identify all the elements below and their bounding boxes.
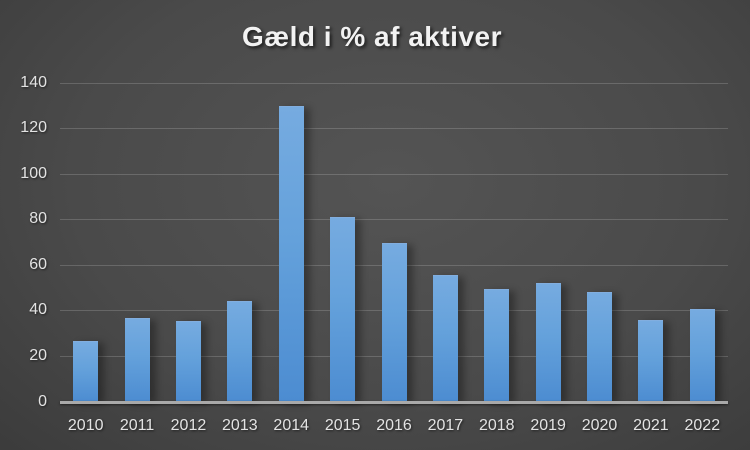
gridline-80 xyxy=(60,219,728,221)
bar-2021 xyxy=(638,319,664,403)
gridline-120 xyxy=(60,128,728,130)
bar-2019 xyxy=(535,283,561,403)
bar-2015 xyxy=(330,216,356,403)
x-axis-label: 2018 xyxy=(478,417,515,434)
bar-2012 xyxy=(175,320,201,403)
bar-2013 xyxy=(227,300,253,403)
bar-2010 xyxy=(73,341,99,403)
x-axis-label: 2015 xyxy=(324,417,361,434)
chart-title: Gæld i % af aktiver xyxy=(241,21,503,52)
y-axis-tick-label: 60 xyxy=(29,255,47,273)
bar-2022 xyxy=(689,309,715,403)
x-axis-label: 2021 xyxy=(633,417,669,434)
x-axis-label: 2014 xyxy=(273,417,310,434)
bar-2018 xyxy=(484,289,510,403)
x-axis-label: 2022 xyxy=(684,417,721,434)
x-axis-label: 2010 xyxy=(67,417,104,434)
x-axis-label: 2013 xyxy=(222,417,258,434)
y-axis-tick-label: 100 xyxy=(20,164,47,182)
x-axis-label: 2017 xyxy=(427,417,464,434)
x-axis-label: 2011 xyxy=(119,417,155,434)
y-axis-tick-label: 40 xyxy=(29,301,47,319)
x-axis-label: 2016 xyxy=(376,417,412,434)
y-axis-tick-label: 80 xyxy=(29,210,47,228)
bar-2011 xyxy=(124,318,150,403)
y-axis-tick-label: 120 xyxy=(20,119,47,137)
bar-2017 xyxy=(432,275,458,403)
y-axis-tick-label: 20 xyxy=(29,346,47,364)
x-axis-label: 2020 xyxy=(581,417,618,434)
gridline-100 xyxy=(60,173,728,175)
x-axis-label: 2012 xyxy=(170,417,207,434)
y-axis-tick-label: 0 xyxy=(38,392,47,410)
bar-2016 xyxy=(381,243,407,403)
y-axis-tick-label: 140 xyxy=(20,73,47,91)
x-axis-label: 2019 xyxy=(530,417,566,434)
x-axis-line xyxy=(60,400,728,404)
bar-2020 xyxy=(587,292,613,403)
gridline-140 xyxy=(60,82,728,84)
bar-2014 xyxy=(278,105,304,403)
